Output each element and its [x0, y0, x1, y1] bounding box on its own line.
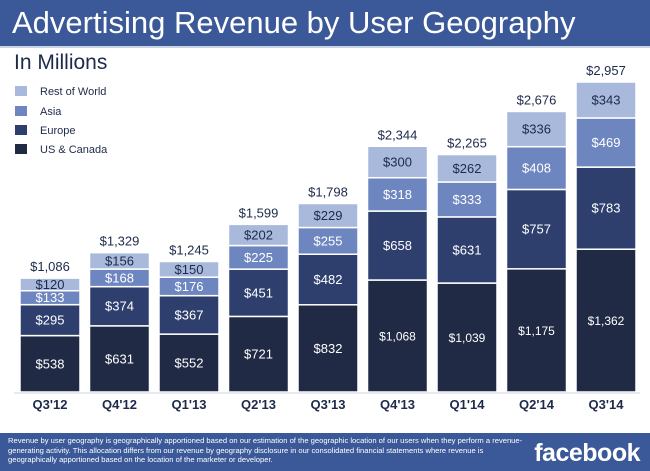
bar-segment — [436, 181, 498, 218]
legend-swatch — [15, 125, 27, 135]
bar-segment — [88, 251, 151, 270]
bar-segment — [575, 166, 637, 250]
bar-segment — [227, 315, 290, 393]
bar-value-label: $1,362 — [588, 314, 625, 328]
bar-value-label: $367 — [175, 307, 204, 322]
bar-value-label: $482 — [314, 272, 343, 287]
facebook-logo: facebook — [534, 439, 640, 467]
bar-value-label: $374 — [105, 299, 134, 314]
bar-segment — [297, 253, 359, 306]
legend-label: Europe — [40, 125, 75, 137]
x-tick-label: Q1'13 — [172, 397, 207, 412]
bar-segment — [158, 260, 220, 278]
bar-total-label: $2,957 — [586, 63, 626, 78]
bar-total-label: $2,676 — [517, 92, 557, 107]
bar-value-label: $631 — [453, 242, 482, 257]
bar-segment — [19, 334, 81, 393]
bar-segment — [19, 277, 81, 292]
stacked-bar-chart: Rest of World Asia Europe US & Canada $538 $2… — [14, 63, 640, 412]
bar-value-label: $343 — [592, 92, 621, 107]
bar-total-label: $1,086 — [30, 259, 70, 274]
bar-segment — [436, 153, 498, 183]
bar-segment — [505, 110, 568, 148]
chart-title: Advertising Revenue by User Geography — [0, 0, 650, 46]
bar-value-label: $1,039 — [449, 331, 486, 345]
bar-total-label: $1,798 — [308, 185, 348, 200]
bar-segment — [505, 188, 568, 270]
x-tick-label: Q4'12 — [102, 397, 137, 412]
bar-value-label: $631 — [105, 351, 134, 366]
legend-swatch — [15, 86, 27, 96]
x-tick-label: Q1'14 — [450, 397, 486, 412]
bar-segment — [575, 81, 637, 119]
bar-value-label: $336 — [522, 122, 551, 137]
legend-label: Asia — [40, 106, 62, 118]
bar-value-label: $150 — [175, 262, 204, 277]
bar-value-label: $156 — [105, 253, 134, 268]
bar-total-label: $2,265 — [447, 136, 487, 151]
legend-swatch — [15, 144, 27, 154]
bar-value-label: $255 — [314, 233, 343, 248]
bar-value-label: $333 — [453, 192, 482, 207]
bar-segment — [88, 325, 151, 393]
title-divider — [0, 46, 650, 48]
x-tick-label: Q2'14 — [519, 397, 555, 412]
bar-segment — [158, 333, 220, 393]
footnote: Revenue by user geography is geographica… — [8, 436, 523, 465]
legend-swatch — [15, 106, 27, 116]
footer: Revenue by user geography is geographica… — [0, 433, 650, 471]
bar-value-label: $721 — [244, 347, 273, 362]
bar-value-label: $552 — [175, 356, 204, 371]
bar-segment — [505, 145, 568, 191]
bar-segment — [366, 176, 429, 212]
bar-segment — [158, 294, 220, 335]
bar-value-label: $133 — [36, 290, 65, 305]
bar-segment — [297, 202, 359, 229]
bar-segment — [88, 285, 151, 327]
bar-segment — [297, 304, 359, 393]
legend-label: US & Canada — [40, 144, 108, 156]
bar-value-label: $451 — [244, 285, 273, 300]
bar-segment — [575, 248, 637, 393]
bar-segment — [19, 303, 81, 337]
bar-value-label: $295 — [36, 313, 65, 328]
x-tick-label: Q3'14 — [589, 397, 625, 412]
bar-value-label: $225 — [244, 250, 273, 265]
bar-segment — [366, 145, 429, 179]
chart-subtitle: In Millions — [14, 51, 108, 74]
bar-value-label: $469 — [592, 135, 621, 150]
bar-total-label: $1,245 — [169, 242, 209, 257]
bar-value-label: $120 — [36, 277, 65, 292]
bar-value-label: $300 — [383, 154, 412, 169]
bar-value-label: $176 — [175, 279, 204, 294]
bar-value-label: $408 — [522, 161, 551, 176]
bar-segment — [366, 279, 429, 393]
bar-value-label: $757 — [522, 222, 551, 237]
x-tick-label: Q3'13 — [311, 397, 346, 412]
bar-total-label: $1,329 — [100, 234, 140, 249]
x-tick-label: Q3'12 — [33, 397, 68, 412]
bar-value-label: $1,175 — [518, 324, 555, 338]
bar-value-label: $1,068 — [379, 330, 416, 344]
bar-value-label: $538 — [36, 356, 65, 371]
x-tick-label: Q2'13 — [241, 397, 276, 412]
bar-value-label: $262 — [453, 161, 482, 176]
bar-segment — [227, 223, 290, 247]
bar-value-label: $229 — [314, 208, 343, 223]
bar-value-label: $832 — [314, 341, 343, 356]
bar-value-label: $783 — [592, 201, 621, 216]
bar-value-label: $318 — [383, 187, 412, 202]
bar-segment — [436, 282, 498, 393]
legend-label: Rest of World — [40, 86, 106, 98]
x-tick-label: Q4'13 — [380, 397, 415, 412]
bar-value-label: $168 — [105, 270, 134, 285]
bar-value-label: $202 — [244, 227, 273, 242]
bar-value-label: $658 — [383, 238, 412, 253]
bar-total-label: $2,344 — [378, 127, 418, 142]
bar-total-label: $1,599 — [239, 205, 279, 220]
